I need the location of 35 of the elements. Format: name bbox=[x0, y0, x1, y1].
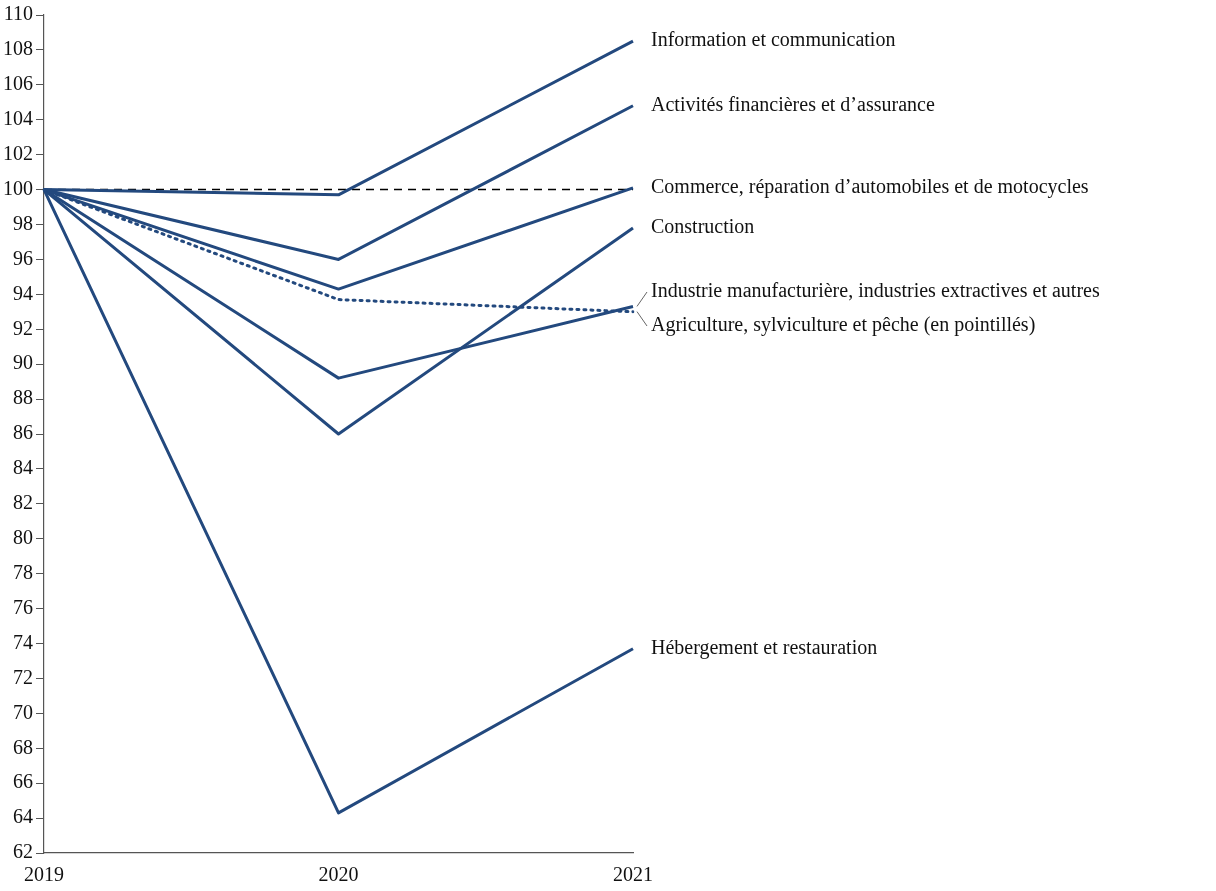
y-tick-label: 84 bbox=[13, 456, 33, 479]
series-label: Information et communication bbox=[651, 28, 896, 51]
y-tick-label: 88 bbox=[13, 386, 33, 409]
y-tick-label: 108 bbox=[3, 37, 33, 60]
y-tick-label: 62 bbox=[13, 840, 33, 863]
series-label: Commerce, réparation d’automobiles et de motocycles bbox=[651, 175, 1089, 199]
y-tick-label: 76 bbox=[13, 595, 33, 618]
y-tick-label: 96 bbox=[13, 246, 33, 269]
y-tick-label: 90 bbox=[13, 351, 33, 374]
x-tick-label: 2020 bbox=[318, 863, 359, 886]
y-tick-label: 94 bbox=[13, 281, 33, 304]
series-label: Industrie manufacturière, industries extractives et autres bbox=[651, 279, 1100, 302]
y-tick-label: 66 bbox=[13, 770, 33, 793]
y-tick-label: 74 bbox=[13, 630, 33, 653]
y-tick-label: 80 bbox=[13, 526, 33, 548]
y-tick-label: 72 bbox=[13, 665, 33, 688]
x-tick-label: 2021 bbox=[613, 863, 653, 886]
x-tick-label: 2019 bbox=[24, 863, 64, 886]
y-tick-label: 68 bbox=[13, 735, 33, 758]
y-tick-label: 86 bbox=[13, 421, 33, 444]
y-tick-label: 70 bbox=[13, 700, 33, 723]
y-tick-label: 102 bbox=[3, 141, 33, 164]
series-label: Hébergement et restauration bbox=[651, 635, 878, 659]
y-tick-label: 92 bbox=[13, 316, 33, 339]
y-tick-label: 100 bbox=[3, 176, 33, 199]
y-tick-label: 110 bbox=[3, 2, 33, 25]
y-tick-label: 106 bbox=[3, 72, 33, 95]
y-tick-label: 98 bbox=[13, 211, 33, 234]
series-label: Agriculture, sylviculture et pêche (en pointillés) bbox=[651, 313, 1036, 337]
y-tick-label: 104 bbox=[3, 107, 33, 129]
y-tick-label: 64 bbox=[13, 805, 33, 828]
y-tick-label: 82 bbox=[13, 491, 33, 514]
series-label: Activités financières et d’assurance bbox=[651, 93, 935, 116]
y-tick-label: 78 bbox=[13, 560, 33, 583]
series-label: Construction bbox=[651, 215, 755, 238]
